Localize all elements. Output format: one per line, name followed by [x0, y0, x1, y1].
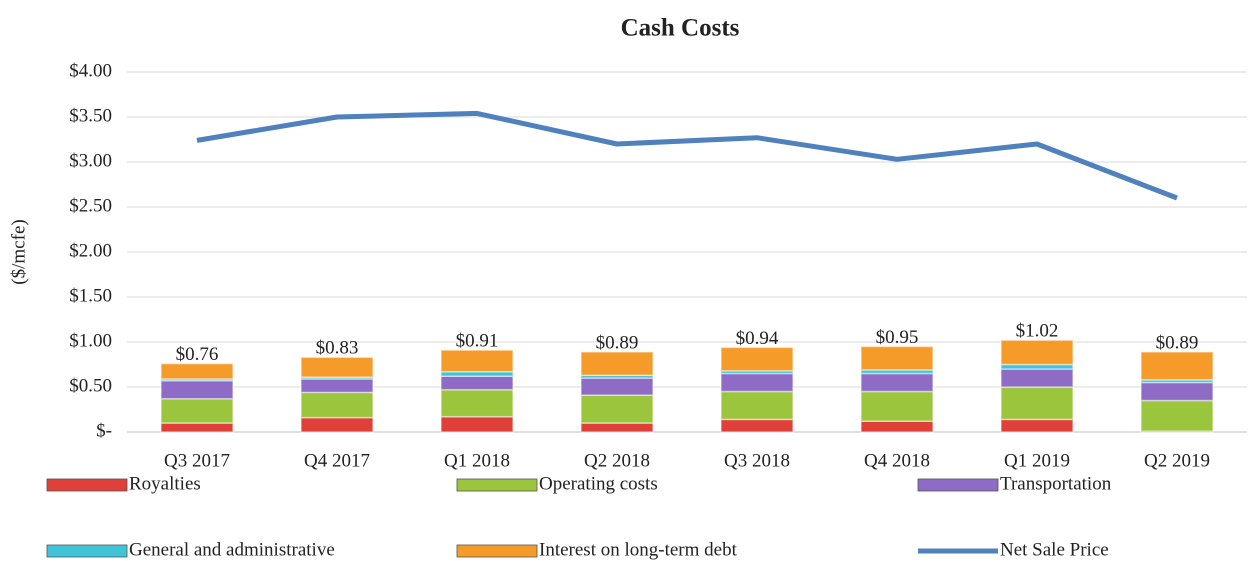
y-tick-label: $3.50: [69, 105, 112, 126]
y-tick-label: $3.00: [69, 150, 112, 171]
legend-swatch: [46, 478, 128, 492]
total-label: $0.91: [456, 330, 499, 351]
total-label: $0.94: [736, 328, 779, 349]
bar-segment: [580, 377, 654, 396]
bar-segment: [440, 349, 514, 373]
bar-segment: [860, 420, 934, 433]
bar-segment: [1000, 368, 1074, 388]
bar-segment: [1140, 381, 1214, 402]
bar-segment: [1000, 418, 1074, 433]
legend-label: Royalties: [129, 473, 201, 494]
bar-segment: [440, 388, 514, 418]
legend-swatch: [46, 544, 128, 558]
x-tick-label: Q2 2018: [584, 450, 650, 471]
total-label: $0.95: [876, 327, 919, 348]
bar-segment: [720, 418, 794, 433]
total-label: $0.76: [176, 344, 219, 365]
bar-segment: [300, 391, 374, 419]
y-axis-label: ($/mcfe): [8, 219, 29, 284]
total-label: $0.89: [1156, 332, 1199, 353]
x-tick-label: Q3 2017: [164, 450, 230, 471]
legend-label: Transportation: [1000, 473, 1112, 494]
legend-label: Operating costs: [539, 473, 658, 494]
bar-segment: [580, 351, 654, 377]
bar-segment: [720, 372, 794, 393]
legend-swatch: [917, 478, 999, 492]
bar-segment: [860, 345, 934, 371]
y-tick-label: $0.50: [69, 375, 112, 396]
bar-segment: [720, 346, 794, 372]
legend-label: General and administrative: [129, 539, 335, 560]
bar-segment: [860, 372, 934, 393]
x-tick-label: Q1 2018: [444, 450, 510, 471]
chart-title: Cash Costs: [621, 15, 740, 42]
y-tick-label: $2.00: [69, 240, 112, 261]
total-label: $0.89: [596, 332, 639, 353]
bar-segment: [300, 378, 374, 394]
bar-segment: [300, 356, 374, 378]
bar-segment: [1140, 351, 1214, 381]
x-tick-label: Q4 2017: [304, 450, 370, 471]
bar-segment: [1000, 339, 1074, 366]
bar-segment: [1000, 386, 1074, 421]
y-tick-label: $2.50: [69, 195, 112, 216]
bar-segment: [860, 390, 934, 422]
line-series: [196, 110, 1178, 201]
legend-swatch: [456, 478, 538, 492]
bar-segment: [1140, 399, 1214, 432]
legend-label: Interest on long-term debt: [539, 539, 738, 560]
x-tick-label: Q2 2019: [1144, 450, 1210, 471]
x-tick-label: Q3 2018: [724, 450, 790, 471]
x-tick-label: Q1 2019: [1004, 450, 1070, 471]
y-tick-label: $-: [96, 420, 112, 441]
bar-segment: [580, 394, 654, 424]
bar-segment: [580, 422, 654, 433]
y-tick-label: $4.00: [69, 60, 112, 81]
bar-segment: [720, 390, 794, 421]
total-label: $0.83: [316, 338, 359, 359]
total-label: $1.02: [1016, 321, 1059, 342]
bar-segment: [300, 416, 374, 433]
y-tick-label: $1.00: [69, 330, 112, 351]
bar-segment: [440, 375, 514, 391]
legend-label: Net Sale Price: [1000, 539, 1109, 560]
bar-segment: [160, 379, 234, 400]
y-tick-label: $1.50: [69, 285, 112, 306]
bar-segment: [440, 415, 514, 433]
x-tick-label: Q4 2018: [864, 450, 930, 471]
legend-swatch: [456, 544, 538, 558]
bar-segment: [160, 397, 234, 424]
bar-segment: [160, 422, 234, 433]
bar-segment: [160, 362, 234, 380]
